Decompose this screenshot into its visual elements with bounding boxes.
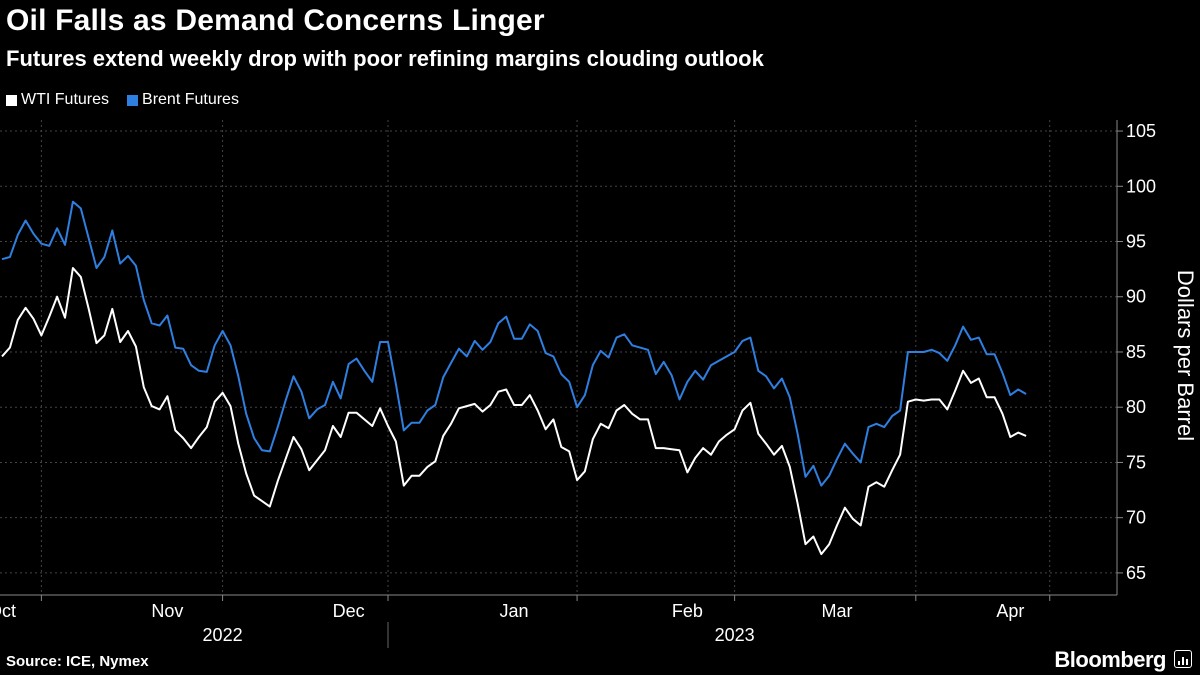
legend-item-wti: WTI Futures — [6, 91, 109, 109]
y-tick-label: 105 — [1126, 121, 1156, 141]
y-tick-label: 95 — [1126, 232, 1146, 252]
legend-swatch-wti — [6, 94, 17, 106]
source-note: Source: ICE, Nymex — [6, 653, 149, 670]
year-label: 2023 — [715, 625, 755, 645]
x-tick-label: Nov — [151, 601, 183, 621]
legend-item-brent: Brent Futures — [127, 91, 239, 109]
x-tick-label: Feb — [672, 601, 703, 621]
y-tick-label: 80 — [1126, 397, 1146, 417]
wti-series-line — [1, 267, 1027, 556]
y-tick-label: 65 — [1126, 563, 1146, 583]
legend-label-wti: WTI Futures — [21, 91, 110, 108]
brent-series-line — [1, 200, 1027, 487]
year-label: 2022 — [203, 625, 243, 645]
y-axis-label: Dollars per Barrel — [1173, 270, 1198, 441]
x-tick-label: Apr — [996, 601, 1024, 621]
x-tick-label: Mar — [822, 601, 853, 621]
bar-chart-icon — [1174, 650, 1192, 668]
chart-subtitle: Futures extend weekly drop with poor ref… — [6, 46, 764, 71]
y-tick-label: 85 — [1126, 342, 1146, 362]
legend-label-brent: Brent Futures — [142, 91, 239, 108]
x-tick-label: Jan — [500, 601, 529, 621]
y-tick-label: 70 — [1126, 508, 1146, 528]
bloomberg-logo: Bloomberg — [1054, 647, 1166, 672]
y-tick-label: 100 — [1126, 176, 1156, 196]
x-tick-label: Oct — [0, 601, 16, 621]
y-tick-label: 90 — [1126, 287, 1146, 307]
legend-swatch-brent — [127, 94, 139, 106]
y-tick-label: 75 — [1126, 452, 1146, 472]
chart-title: Oil Falls as Demand Concerns Linger — [6, 4, 545, 37]
x-tick-label: Dec — [333, 601, 365, 621]
legend: WTI Futures Brent Futures — [6, 91, 239, 109]
